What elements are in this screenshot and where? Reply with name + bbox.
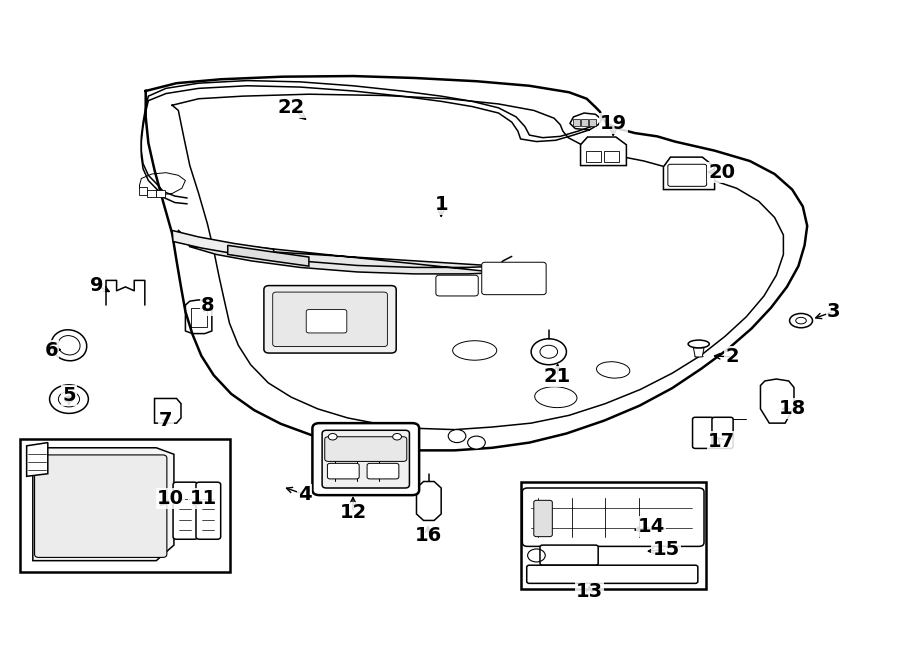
Text: 10: 10 [157,489,184,508]
FancyBboxPatch shape [312,423,419,495]
Text: 19: 19 [599,114,626,133]
FancyBboxPatch shape [526,565,698,583]
Bar [573,119,580,126]
Polygon shape [32,448,174,561]
FancyBboxPatch shape [273,292,387,347]
Text: 4: 4 [298,485,311,504]
Polygon shape [155,399,181,423]
Bar [157,189,165,197]
Bar [520,482,706,589]
Bar [148,189,157,197]
Text: 5: 5 [62,387,76,405]
Text: 12: 12 [339,503,366,522]
Text: 22: 22 [277,98,305,117]
FancyBboxPatch shape [306,310,346,333]
Text: 14: 14 [637,518,665,536]
Ellipse shape [453,341,497,360]
FancyBboxPatch shape [712,417,733,448]
FancyBboxPatch shape [264,285,396,353]
Text: 15: 15 [652,540,680,559]
Polygon shape [760,379,794,423]
Text: 3: 3 [827,302,841,321]
Polygon shape [172,230,274,260]
Bar [590,119,596,126]
Text: 2: 2 [725,348,739,367]
FancyBboxPatch shape [367,463,399,479]
Text: 6: 6 [44,341,58,360]
Text: 8: 8 [201,295,214,314]
Text: 13: 13 [576,583,603,601]
Polygon shape [146,76,807,450]
FancyBboxPatch shape [522,488,704,546]
Circle shape [392,434,401,440]
Bar [581,119,588,126]
Ellipse shape [597,361,630,378]
FancyBboxPatch shape [34,455,166,557]
Ellipse shape [51,330,86,361]
Polygon shape [663,157,715,189]
FancyBboxPatch shape [693,417,714,448]
Circle shape [448,430,466,443]
Polygon shape [190,240,499,274]
FancyBboxPatch shape [196,482,220,540]
Circle shape [328,434,338,440]
Text: 7: 7 [159,411,173,430]
FancyBboxPatch shape [540,545,598,565]
Text: 11: 11 [189,489,217,508]
FancyBboxPatch shape [534,500,553,537]
Polygon shape [580,137,626,166]
Bar [605,151,619,162]
Text: 20: 20 [708,163,735,181]
FancyBboxPatch shape [482,262,546,295]
FancyBboxPatch shape [173,482,198,540]
Text: 1: 1 [435,195,448,214]
Polygon shape [693,348,704,357]
FancyBboxPatch shape [322,430,410,488]
Ellipse shape [688,340,709,348]
Bar [139,187,148,195]
Polygon shape [417,481,441,520]
Circle shape [468,436,485,449]
Bar [586,151,601,162]
Polygon shape [228,246,309,266]
Text: 21: 21 [544,367,572,386]
Circle shape [50,385,88,413]
Ellipse shape [535,387,577,408]
FancyBboxPatch shape [668,164,706,186]
Text: 16: 16 [414,526,442,545]
FancyBboxPatch shape [328,463,359,479]
Text: 9: 9 [90,276,104,295]
Text: 18: 18 [778,399,806,418]
Bar [20,440,230,573]
Circle shape [65,396,74,402]
FancyBboxPatch shape [325,437,407,461]
FancyBboxPatch shape [436,275,478,296]
Polygon shape [27,443,48,477]
Text: 17: 17 [708,432,735,451]
